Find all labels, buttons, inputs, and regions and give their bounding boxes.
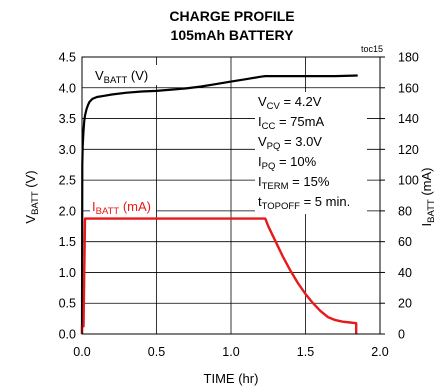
- right-tick-label: 80: [398, 204, 412, 218]
- left-tick-label: 3.5: [59, 112, 76, 126]
- annotation-sub: TERM: [262, 181, 289, 192]
- vbatt-label-bg: [93, 65, 161, 85]
- x-tick-label: 1.5: [297, 345, 314, 359]
- annotation-line: IPQ = 10%: [258, 154, 317, 172]
- ticks: 0.0 0 0.5 20 1.0 40 1.5 60 2.0 80 2.5 100 3.0 120 3.5 1…: [59, 51, 419, 360]
- x-tick-label: 1.0: [222, 345, 239, 359]
- left-tick-label: 2.5: [59, 174, 76, 188]
- annotation-main: I: [258, 114, 262, 129]
- left-tick-label: 1.0: [59, 266, 76, 280]
- annotation-sub: CV: [267, 101, 281, 112]
- x-tick-label: 0.0: [73, 345, 90, 359]
- plot-frame: [81, 56, 381, 335]
- annotation-main: I: [258, 154, 262, 169]
- left-tick-label: 4.0: [59, 81, 76, 95]
- annotation-value: = 10%: [275, 154, 316, 169]
- x-tick-label: 2.0: [371, 345, 388, 359]
- annotation-sub: TOPOFF: [262, 201, 301, 212]
- annotation-line: VPQ = 3.0V: [258, 134, 322, 152]
- right-tick-label: 180: [398, 51, 419, 65]
- annotation-sub: PQ: [267, 141, 281, 152]
- annotation-bg: [255, 92, 367, 214]
- right-tick-label: 160: [398, 81, 419, 95]
- right-tick-label: 60: [398, 235, 412, 249]
- left-tick-label: 3.0: [59, 143, 76, 157]
- right-axis-label-sub: BATT: [426, 199, 437, 223]
- left-tick-label: 0.5: [59, 297, 76, 311]
- annotation-line: VCV = 4.2V: [258, 94, 322, 112]
- right-tick-label: 120: [398, 143, 419, 157]
- left-axis-label-main: V: [23, 215, 38, 224]
- annotation-value: = 5 min.: [300, 194, 350, 209]
- left-tick-label: 1.5: [59, 235, 76, 249]
- ibatt-line: [80, 217, 358, 334]
- right-tick-label: 20: [398, 297, 412, 311]
- right-axis-label-unit: (mA): [419, 168, 434, 200]
- annotation-line: ICC = 75mA: [258, 114, 324, 132]
- annotation-sub: CC: [262, 121, 276, 132]
- annotation-sub: PQ: [262, 161, 276, 172]
- annotation-line: ITERM = 15%: [258, 174, 330, 192]
- vbatt-line: [80, 74, 358, 335]
- right-tick-label: 0: [398, 328, 405, 342]
- left-axis-label-unit: (V): [23, 170, 38, 191]
- annotation-line: tTOPOFF = 5 min.: [258, 194, 350, 212]
- x-axis-label: TIME (hr): [204, 371, 259, 386]
- annotation-value: = 75mA: [275, 114, 324, 129]
- annotation-main: V: [258, 94, 267, 109]
- left-tick-label: 0.0: [59, 328, 76, 342]
- left-axis-label-sub: BATT: [30, 191, 41, 215]
- right-axis-label: IBATT (mA): [419, 168, 437, 227]
- ibatt-label-sub: BATT: [96, 206, 120, 217]
- annotation-main: I: [258, 174, 262, 189]
- right-axis-label-main: I: [419, 223, 434, 227]
- ibatt-label-unit: (mA): [119, 199, 151, 214]
- left-tick-label: 2.0: [59, 204, 76, 218]
- annotation-value: = 15%: [289, 174, 330, 189]
- ibatt-series-label: IBATT (mA): [92, 199, 151, 217]
- vbatt-label-main: V: [95, 68, 104, 83]
- chart-tag: toc15: [361, 44, 383, 54]
- left-axis-label: VBATT (V): [23, 170, 41, 223]
- right-tick-label: 100: [398, 174, 419, 188]
- ibatt-label-bg: [90, 197, 156, 215]
- chart-title: CHARGE PROFILE: [169, 8, 294, 24]
- chart-subtitle: 105mAh BATTERY: [171, 27, 295, 43]
- left-tick-label: 4.5: [59, 51, 76, 65]
- x-tick-label: 0.5: [148, 345, 165, 359]
- vbatt-label-sub: BATT: [104, 75, 128, 86]
- vbatt-label-unit: (V): [127, 68, 148, 83]
- right-tick-label: 140: [398, 112, 419, 126]
- annotation-value: = 4.2V: [280, 94, 322, 109]
- ibatt-label-main: I: [92, 199, 96, 214]
- annotation-main: V: [258, 134, 267, 149]
- annotation-main: t: [258, 194, 262, 209]
- right-tick-label: 40: [398, 266, 412, 280]
- series-layer: [80, 74, 358, 335]
- annotation-value: = 3.0V: [280, 134, 322, 149]
- vbatt-series-label: VBATT (V): [95, 68, 148, 86]
